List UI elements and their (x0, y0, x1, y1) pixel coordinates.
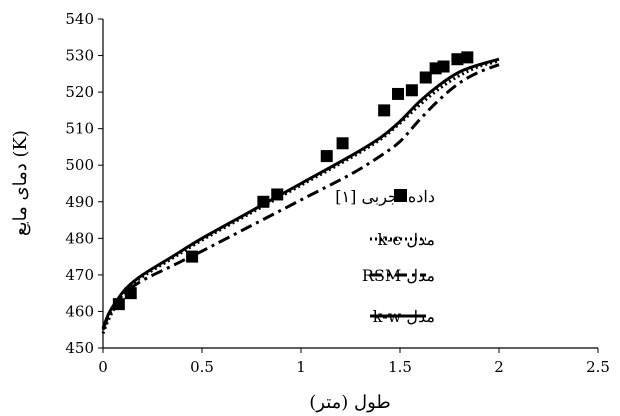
plot-area (101, 51, 500, 334)
x-tick-label: 0.5 (190, 358, 214, 376)
legend: داده تجربی [۱] مدل k-ϵ مدل RSM مدل k-w (335, 187, 435, 326)
x-tick-label: 1 (296, 358, 306, 376)
legend-label: مدل k-w (373, 307, 435, 326)
legend-experimental: داده تجربی [۱] (335, 187, 435, 206)
axes: 0 0.5 1 1.5 2 2.5 450 460 470 480 490 500 510 520 530 5… (65, 10, 610, 376)
experimental-data-point (271, 188, 284, 201)
kw-model-line (101, 57, 500, 329)
y-tick-label: 460 (65, 302, 94, 320)
x-tick-label: 1.5 (388, 358, 412, 376)
legend-square-marker (394, 189, 407, 202)
x-tick-label: 2.5 (586, 358, 610, 376)
experimental-data-point (257, 195, 270, 208)
y-tick-label: 450 (65, 339, 94, 357)
experimental-data-point (186, 250, 199, 263)
k-epsilon-model-line (101, 59, 500, 334)
experimental-data-point (437, 60, 450, 73)
y-tick-label: 510 (65, 120, 94, 138)
experimental-data-point (419, 71, 432, 84)
experimental-data-point (112, 298, 125, 311)
legend-k-w: مدل k-w (370, 307, 435, 326)
legend-k-epsilon: مدل k-ϵ (370, 230, 435, 249)
experimental-data-point (392, 87, 405, 100)
legend-label: داده تجربی [۱] (335, 187, 435, 206)
experimental-data-point (124, 287, 137, 300)
legend-label: مدل k-ϵ (378, 230, 435, 249)
x-tick-label: 0 (98, 358, 108, 376)
y-tick-label: 540 (65, 10, 94, 28)
y-tick-label: 470 (65, 266, 94, 284)
experimental-data-point (461, 51, 474, 64)
legend-rsm: مدل RSM (362, 266, 435, 285)
y-tick-label: 480 (65, 229, 94, 247)
rsm-model-line (101, 63, 500, 331)
experimental-data-point (378, 104, 391, 117)
x-tick-label: 2 (494, 358, 504, 376)
experimental-data-point (451, 53, 464, 66)
experimental-data-point (336, 137, 349, 150)
experimental-data-point (320, 150, 333, 163)
y-tick-label: 490 (65, 193, 94, 211)
y-tick-label: 520 (65, 83, 94, 101)
y-tick-label: 530 (65, 47, 94, 65)
experimental-data-point (405, 84, 418, 97)
y-axis-title: دمای مایع (K) (10, 130, 31, 236)
legend-label: مدل RSM (362, 266, 435, 285)
x-axis-title: طول (متر) (309, 392, 390, 413)
y-tick-label: 500 (65, 156, 94, 174)
